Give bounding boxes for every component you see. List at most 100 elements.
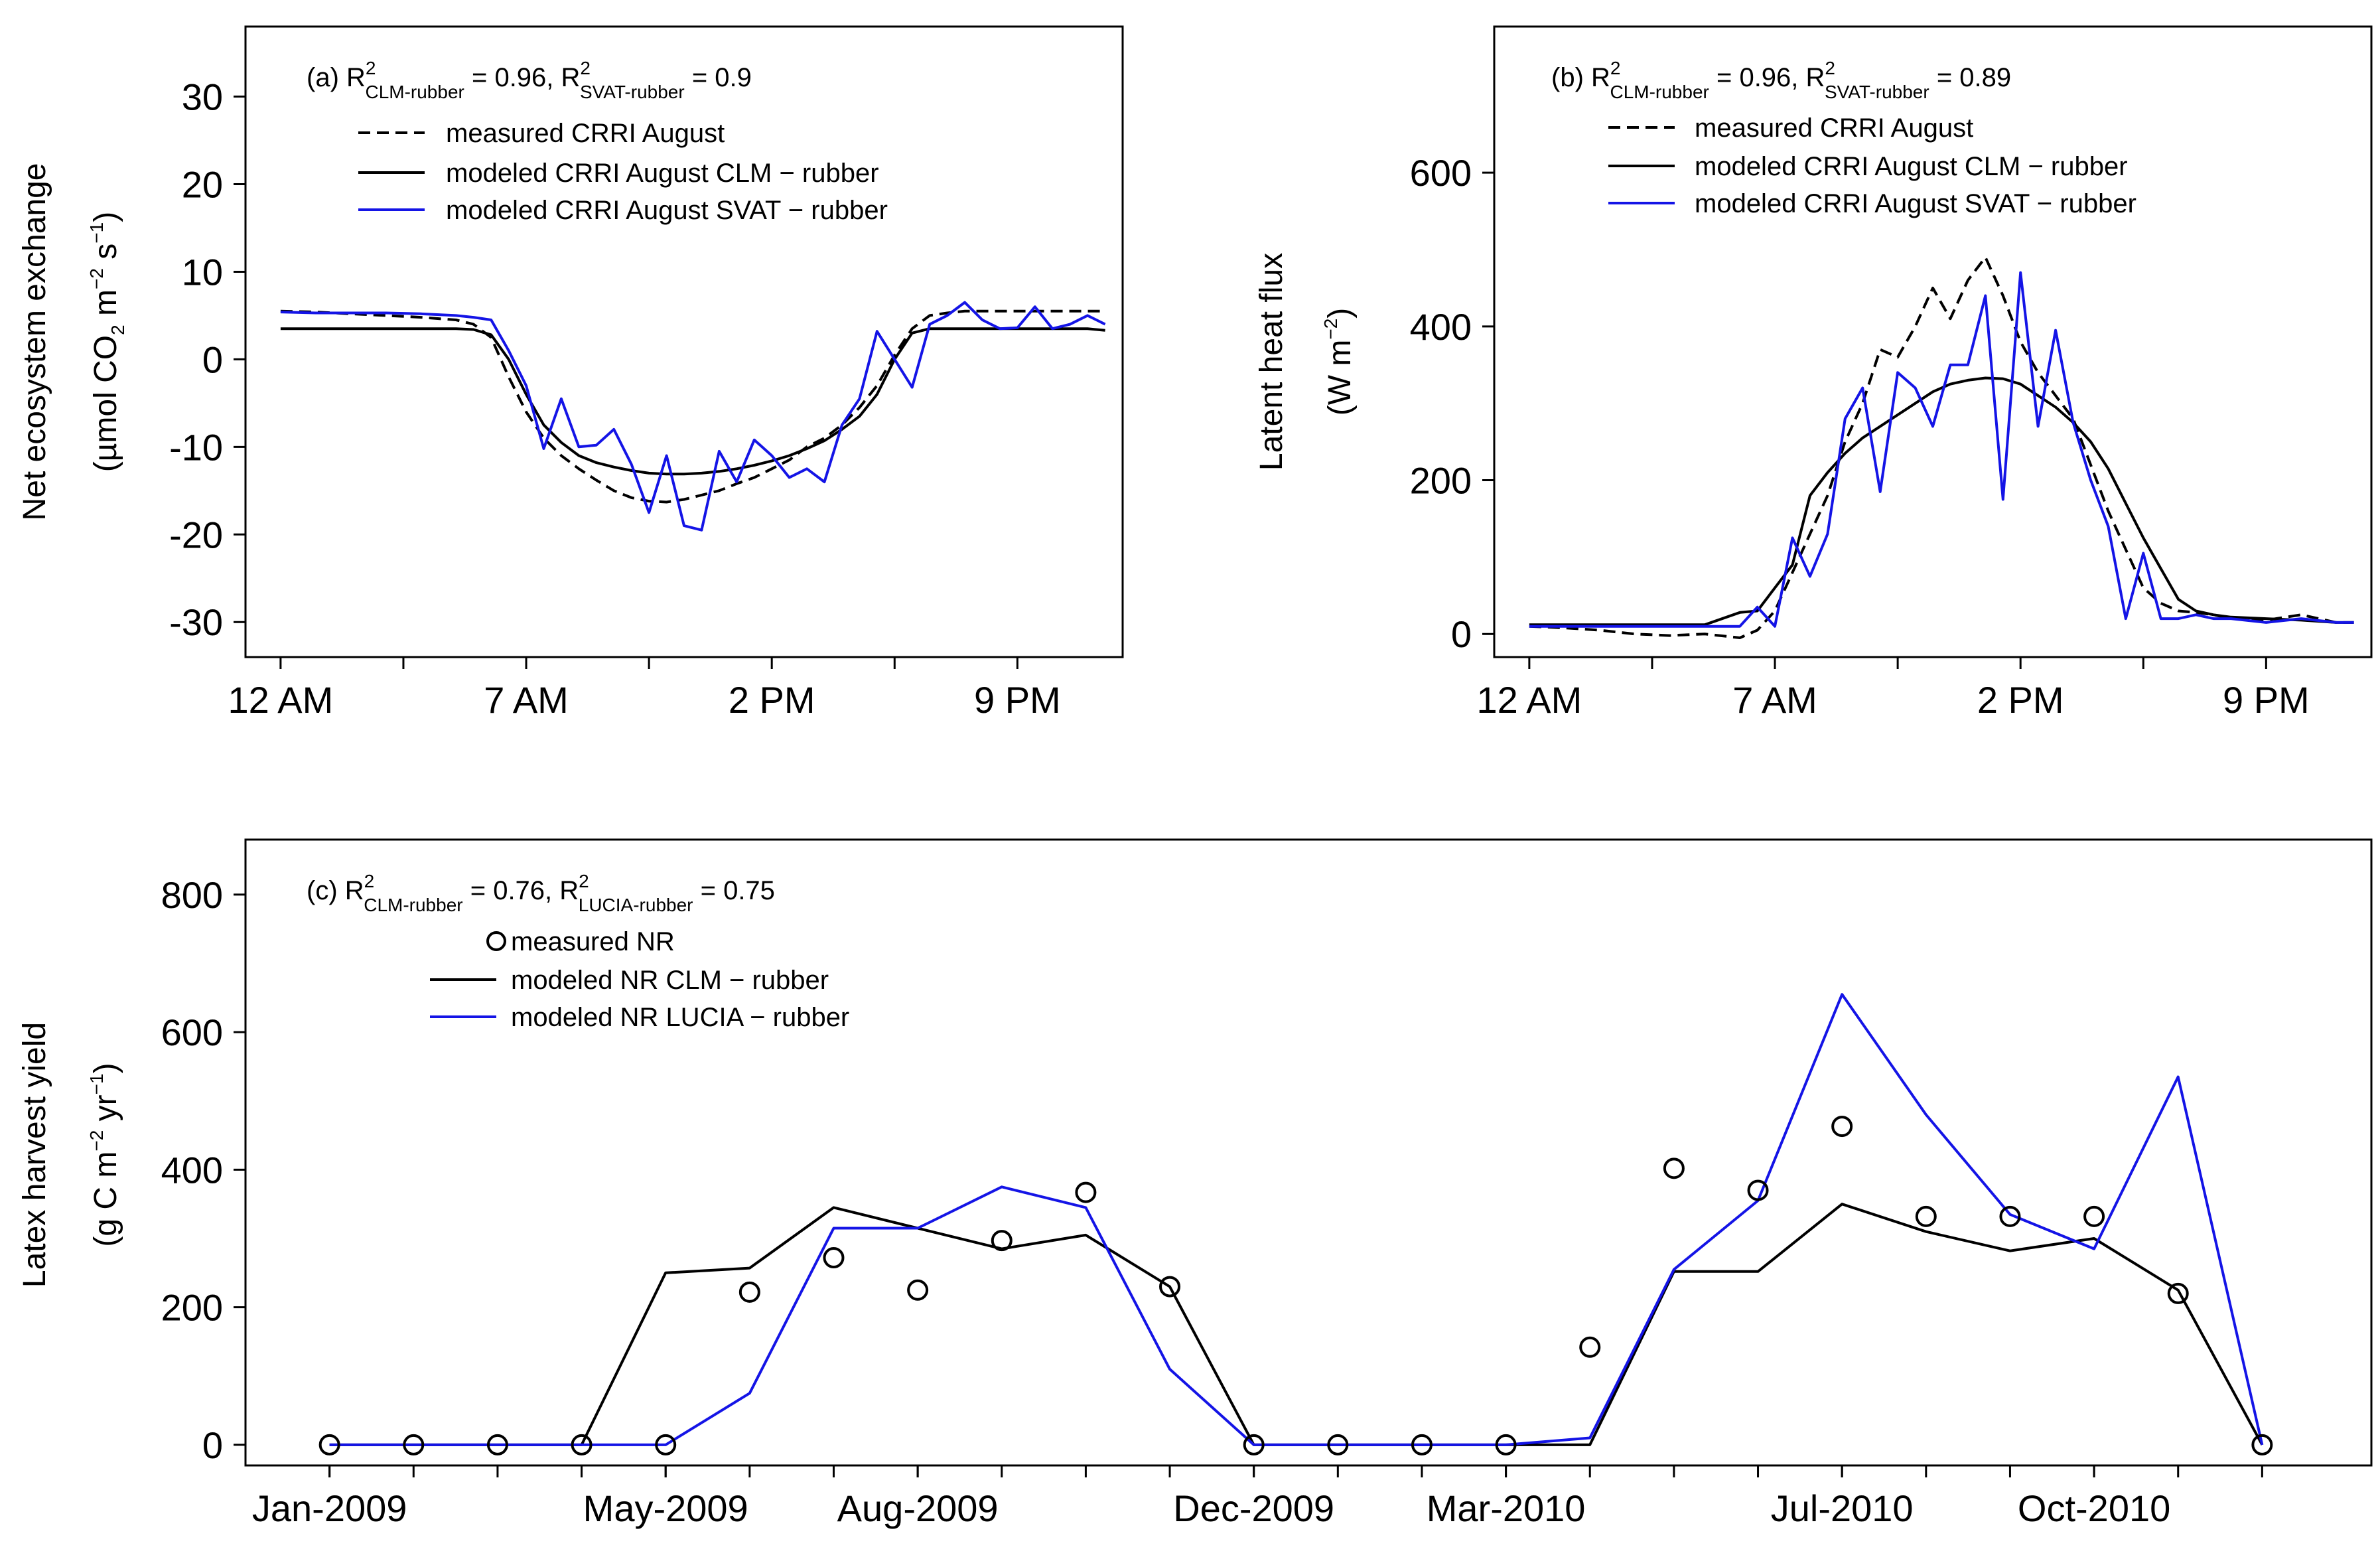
panel-a-net-ecosystem-exchange: -30 -20 -10 0 10 20 30 12 AM 7 AM 2 PM 9 PM Net e… — [17, 25, 1124, 721]
measured-point — [2167, 1282, 2189, 1304]
panel-c-latex-harvest-yield: 0 200 400 600 800 Jan-2009 May-2009 Aug-2009 De… — [17, 838, 2373, 1529]
measured-point — [1663, 1157, 1685, 1179]
x-tick-label: 9 PM — [2223, 679, 2310, 721]
measured-point — [738, 1281, 760, 1303]
y-tick-label: 800 — [161, 874, 223, 916]
panel-c-annotation: (c) R2 CLM-rubber = 0.76, R2 LUCIA-rubber … — [307, 871, 775, 915]
y-tick-label: 30 — [182, 76, 223, 118]
panel-b-y-axis-label-line2: (W m−2) — [1320, 308, 1358, 416]
series-line-3 — [1529, 271, 2354, 628]
x-tick-label: Dec-2009 — [1173, 1487, 1334, 1529]
y-tick-label: 20 — [182, 164, 223, 206]
x-tick-label: 2 PM — [729, 679, 815, 721]
panel-a-x-axis: 12 AM 7 AM 2 PM 9 PM — [228, 657, 1061, 721]
measured-point — [1159, 1276, 1181, 1298]
x-tick-label: 7 AM — [484, 679, 569, 721]
x-tick-label: 7 AM — [1732, 679, 1817, 721]
y-tick-label: 400 — [161, 1149, 223, 1191]
panel-b-plot-frame — [1493, 25, 2373, 658]
measured-point — [486, 1434, 508, 1455]
legend-label-measured: measured CRRI August — [446, 119, 725, 148]
measured-point — [823, 1247, 845, 1269]
x-tick-label: Jan-2009 — [252, 1487, 407, 1529]
y-tick-label: 600 — [1410, 152, 1472, 194]
y-tick-label: -30 — [169, 601, 223, 643]
y-tick-label: 400 — [1410, 306, 1472, 348]
x-tick-label: 12 AM — [228, 679, 333, 721]
measured-point — [2083, 1205, 2105, 1227]
y-tick-label: -10 — [169, 426, 223, 468]
panel-b-y-axis: 0 200 400 600 — [1410, 152, 1494, 655]
measured-point — [1747, 1179, 1769, 1201]
panel-c-series — [318, 993, 2273, 1455]
y-tick-label: 10 — [182, 251, 223, 293]
panel-a-plot-frame — [244, 25, 1124, 658]
measured-point — [1999, 1205, 2021, 1227]
x-tick-label: 12 AM — [1476, 679, 1582, 721]
y-tick-label: 0 — [1451, 613, 1472, 655]
x-tick-label: 9 PM — [974, 679, 1061, 721]
legend-label-measured: measured CRRI August — [1695, 113, 1973, 143]
legend-label-measured-nr: measured NR — [511, 927, 675, 956]
series-line-2 — [280, 327, 1105, 476]
panel-a-series — [280, 301, 1106, 532]
panel-b-y-axis-label-line1: Latent heat flux — [1254, 253, 1289, 471]
panel-c-plot-frame — [244, 838, 2373, 1467]
panel-b-series — [1529, 256, 2354, 639]
legend-label-lucia: modeled NR LUCIA − rubber — [511, 1003, 849, 1032]
panel-a-y-axis-label-line2: (µmol CO2 m−2 s−1) — [86, 212, 128, 472]
series-line-1 — [1529, 256, 2354, 639]
x-tick-label: May-2009 — [583, 1487, 748, 1529]
x-tick-label: Mar-2010 — [1427, 1487, 1586, 1529]
y-tick-label: 200 — [1410, 460, 1472, 502]
measured-point — [318, 1434, 340, 1455]
panel-b-annotation: (b) R2 CLM-rubber = 0.96, R2 SVAT-rubber =… — [1551, 58, 2011, 102]
measured-point — [1495, 1434, 1517, 1455]
panel-b-legend: measured CRRI August modeled CRRI August… — [1608, 113, 2136, 218]
legend-label-clm: modeled NR CLM − rubber — [511, 966, 829, 995]
y-tick-label: 600 — [161, 1011, 223, 1053]
panel-c-legend: measured NR modeled NR CLM − rubber mode… — [430, 927, 849, 1032]
y-tick-label: 200 — [161, 1287, 223, 1329]
y-tick-label: 0 — [202, 338, 223, 380]
x-tick-label: Oct-2010 — [2018, 1487, 2170, 1529]
x-tick-label: Aug-2009 — [837, 1487, 999, 1529]
y-tick-label: -20 — [169, 514, 223, 556]
series-line-1 — [329, 1203, 2264, 1446]
measured-point — [1243, 1434, 1265, 1455]
legend-label-clm: modeled CRRI August CLM − rubber — [446, 159, 879, 188]
panel-c-y-axis: 0 200 400 600 800 — [161, 874, 245, 1466]
panel-c-x-axis: Jan-2009 May-2009 Aug-2009 Dec-2009 Mar-2010… — [252, 1465, 2263, 1529]
panel-c-y-axis-label-line2: (g C m−2 yr−1) — [86, 1063, 123, 1246]
series-line-2 — [329, 993, 2264, 1446]
measured-point — [571, 1434, 593, 1455]
measured-point — [403, 1434, 425, 1455]
legend-label-svat: modeled CRRI August SVAT − rubber — [1695, 189, 2136, 218]
x-tick-label: 2 PM — [1977, 679, 2064, 721]
panel-b-latent-heat-flux: 0 200 400 600 12 AM 7 AM 2 PM 9 PM Latent heat… — [1254, 25, 2373, 721]
measured-point — [655, 1434, 677, 1455]
measured-point — [2251, 1434, 2273, 1455]
measured-point — [1411, 1434, 1433, 1455]
measured-point — [1915, 1205, 1937, 1227]
series-line-3 — [280, 301, 1106, 532]
panel-a-legend: measured CRRI August modeled CRRI August… — [358, 119, 888, 225]
measured-point — [1075, 1181, 1097, 1203]
series-line-2 — [1529, 376, 2354, 627]
measured-point — [1831, 1116, 1853, 1138]
legend-label-clm: modeled CRRI August CLM − rubber — [1695, 152, 2128, 181]
panel-b-x-axis: 12 AM 7 AM 2 PM 9 PM — [1476, 657, 2310, 721]
panel-a-annotation: (a) R2 CLM-rubber = 0.96, R2 SVAT-rubber =… — [307, 58, 752, 102]
legend-swatch-measured-nr — [486, 931, 506, 951]
measured-point — [1579, 1336, 1601, 1358]
y-tick-label: 0 — [202, 1424, 223, 1466]
measured-point — [991, 1230, 1013, 1252]
measured-point — [1327, 1434, 1349, 1455]
x-tick-label: Jul-2010 — [1771, 1487, 1914, 1529]
measured-point — [907, 1279, 929, 1301]
panel-a-y-axis: -30 -20 -10 0 10 20 30 — [169, 76, 245, 643]
panel-a-y-axis-label-line1: Net ecosystem exchange — [17, 163, 52, 521]
legend-label-svat: modeled CRRI August SVAT − rubber — [446, 196, 888, 225]
panel-c-y-axis-label-line1: Latex harvest yield — [17, 1022, 52, 1288]
